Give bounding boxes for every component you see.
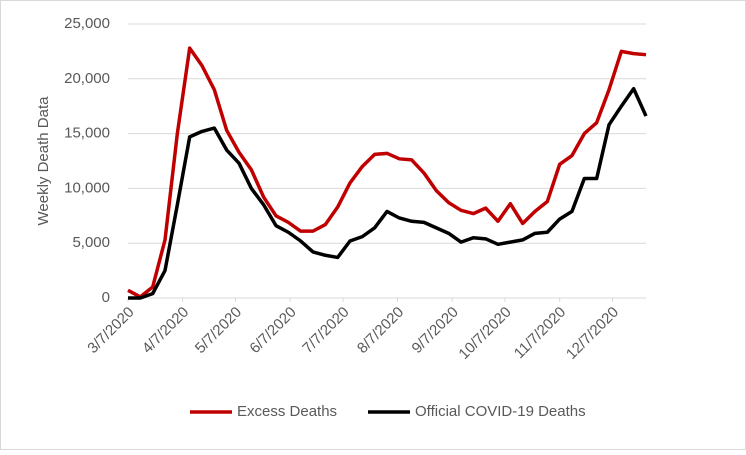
y-tick-label: 0: [102, 289, 110, 306]
legend-label: Official COVID-19 Deaths: [415, 403, 586, 420]
y-tick-label: 15,000: [64, 125, 110, 142]
data-line: [128, 86, 648, 300]
y-tick-label: 10,000: [64, 179, 110, 196]
data-line: [127, 46, 647, 299]
y-tick-label: 20,000: [64, 70, 110, 87]
y-axis-label: Weekly Death Data: [35, 96, 52, 226]
legend-label: Excess Deaths: [237, 403, 337, 420]
y-tick-label: 5,000: [72, 234, 110, 251]
y-tick-label: 25,000: [64, 15, 110, 32]
